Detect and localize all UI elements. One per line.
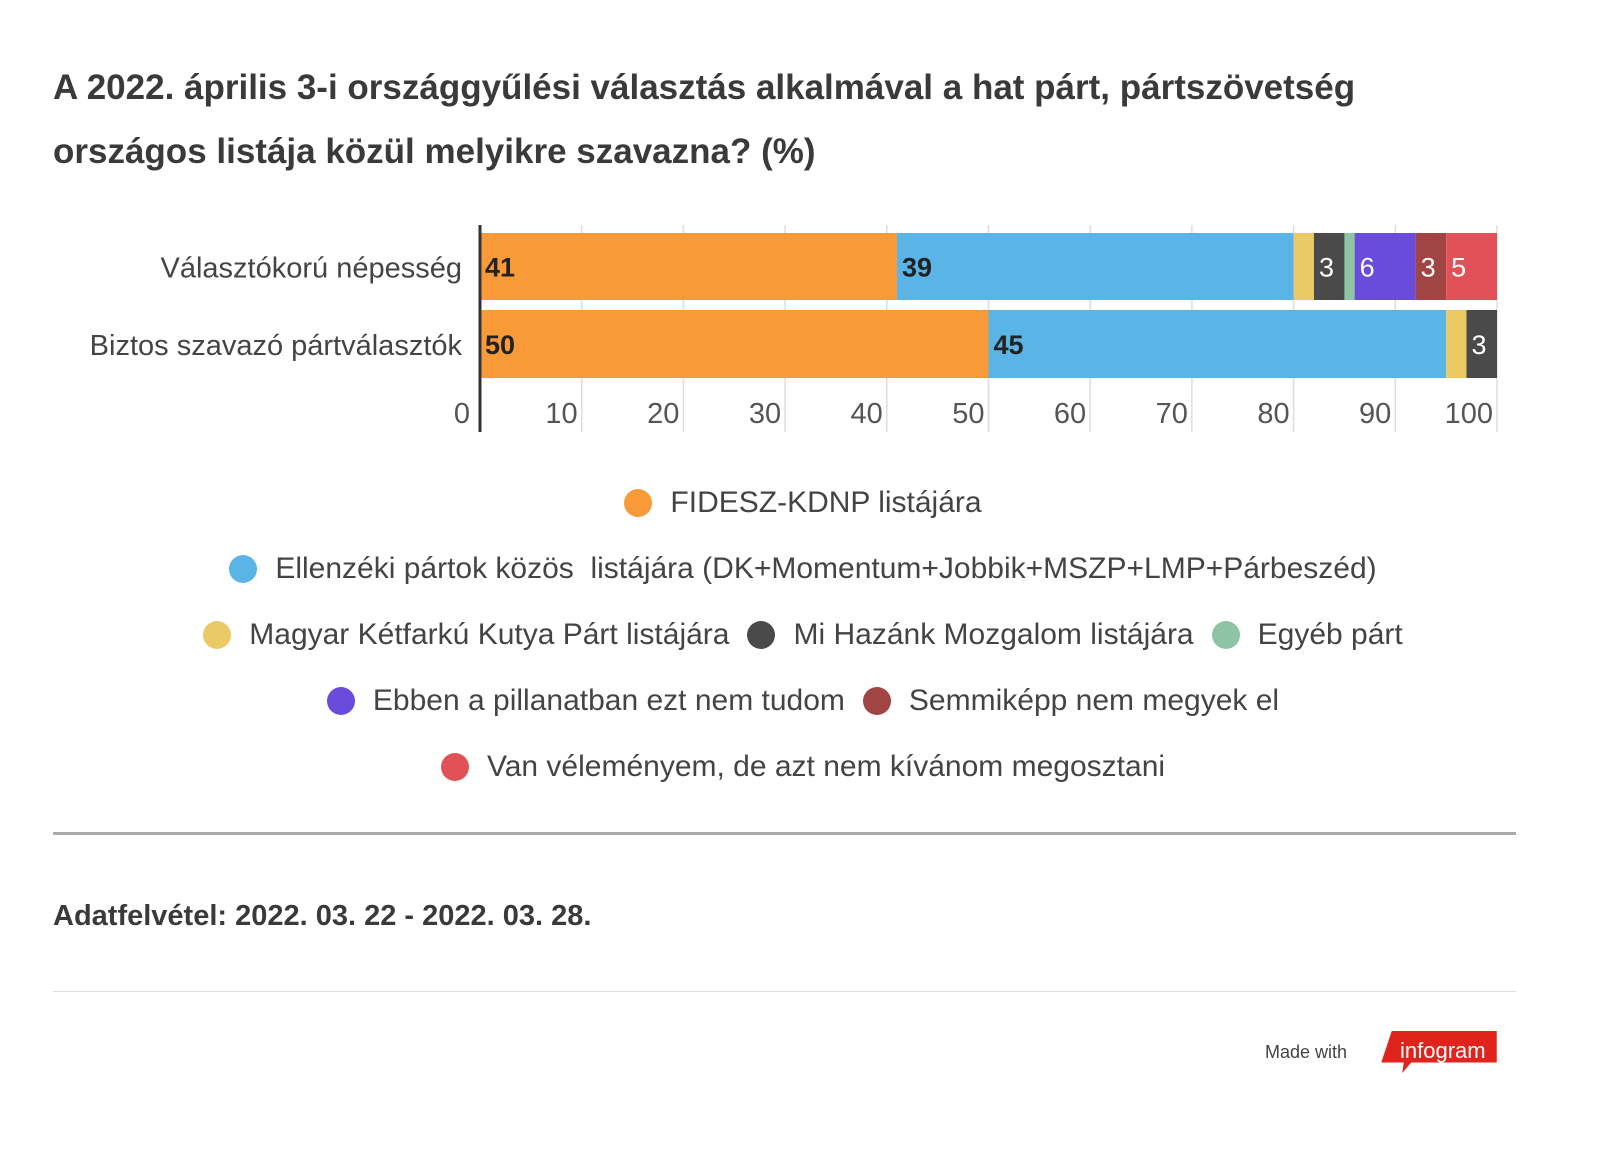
legend-item-wont-vote[interactable]: Semmiképp nem megyek el <box>862 684 1280 718</box>
x-tick-label: 0 <box>454 398 470 430</box>
legend-dot-icon <box>1211 621 1240 649</box>
legend-row: FIDESZ-KDNP listájára <box>53 470 1553 536</box>
data-label: 6 <box>1360 253 1375 283</box>
legend-row: Ellenzéki pártok közös listájára (DK+Mom… <box>53 536 1553 602</box>
legend-dot-icon <box>326 687 355 715</box>
legend-item-mi-hazank[interactable]: Mi Hazánk Mozgalom listájára <box>747 618 1194 652</box>
legend-dot-icon <box>440 753 469 781</box>
legend-dot-icon <box>203 621 232 649</box>
legend: FIDESZ-KDNP listájára Ellenzéki pártok k… <box>53 470 1553 800</box>
legend-item-other[interactable]: Egyéb párt <box>1211 618 1403 652</box>
legend-label: FIDESZ-KDNP listájára <box>670 486 982 519</box>
bar-segment[interactable] <box>1313 233 1345 300</box>
x-tick-label: 30 <box>749 398 781 430</box>
x-tick-label: 40 <box>851 398 883 430</box>
data-label: 45 <box>994 330 1024 360</box>
legend-item-dont-know[interactable]: Ebben a pillanatban ezt nem tudom <box>326 684 845 718</box>
legend-item-fidesz[interactable]: FIDESZ-KDNP listájára <box>624 486 982 520</box>
legend-dot-icon <box>624 489 653 517</box>
legend-row: Ebben a pillanatban ezt nem tudom Semmik… <box>53 668 1553 734</box>
y-category-label: Választókorú népesség <box>161 253 462 285</box>
legend-label: Egyéb párt <box>1257 618 1403 651</box>
legend-item-opposition[interactable]: Ellenzéki pártok közös listájára (DK+Mom… <box>229 552 1377 586</box>
legend-label: Ellenzéki pártok közös listájára (DK+Mom… <box>275 552 1377 585</box>
data-label: 50 <box>485 330 515 360</box>
data-label: 3 <box>1319 253 1334 283</box>
survey-date-note: Adatfelvétel: 2022. 03. 22 - 2022. 03. 2… <box>53 900 592 932</box>
legend-label: Mi Hazánk Mozgalom listájára <box>793 618 1194 651</box>
x-tick-label: 90 <box>1359 398 1391 430</box>
data-label: 3 <box>1471 330 1486 360</box>
legend-label: Semmiképp nem megyek el <box>908 684 1280 717</box>
divider <box>53 832 1516 835</box>
bar-segment[interactable] <box>1344 233 1355 300</box>
y-category-label: Biztos szavazó pártválasztók <box>90 330 463 362</box>
legend-dot-icon <box>229 555 258 583</box>
chart-title: A 2022. április 3-i országgyűlési válasz… <box>53 68 1356 171</box>
x-tick-label: 50 <box>952 398 984 430</box>
x-tick-label: 20 <box>647 398 679 430</box>
data-label: 39 <box>902 253 932 283</box>
bar-segment[interactable] <box>1293 233 1314 300</box>
bar-segment[interactable] <box>896 233 1294 300</box>
bar-segment[interactable] <box>988 310 1447 378</box>
stacked-bar-chart: 0 10 20 30 40 50 60 70 80 90 100 Választókorú népes… <box>90 225 1498 432</box>
bar-segment[interactable] <box>1354 233 1416 300</box>
made-with-label: Made with <box>1265 1042 1348 1062</box>
bar-segment[interactable] <box>1446 233 1497 300</box>
legend-row: Van véleményem, de azt nem kívánom megos… <box>53 734 1553 800</box>
legend-label: Van véleményem, de azt nem kívánom megos… <box>486 750 1166 783</box>
legend-label: Magyar Kétfarkú Kutya Párt listájára <box>249 618 730 651</box>
infogram-logo-icon[interactable] <box>1362 1031 1516 1073</box>
data-label: 41 <box>485 253 515 283</box>
x-tick-label: 100 <box>1445 398 1493 430</box>
infogram-brand[interactable]: infogram <box>1400 1038 1486 1063</box>
legend-dot-icon <box>747 621 776 649</box>
legend-dot-icon <box>862 687 891 715</box>
divider <box>53 991 1516 992</box>
x-tick-label: 10 <box>545 398 577 430</box>
data-label: 5 <box>1451 253 1466 283</box>
legend-label: Ebben a pillanatban ezt nem tudom <box>372 684 845 717</box>
bar-segment[interactable] <box>480 310 989 378</box>
data-label: 3 <box>1421 253 1436 283</box>
x-tick-label: 70 <box>1156 398 1188 430</box>
x-tick-label: 80 <box>1257 398 1289 430</box>
bar-segment[interactable] <box>480 233 897 300</box>
bar-segment[interactable] <box>1415 233 1447 300</box>
legend-item-mkkp[interactable]: Magyar Kétfarkú Kutya Párt listájára <box>203 618 729 652</box>
legend-item-no-answer[interactable]: Van véleményem, de azt nem kívánom megos… <box>440 750 1166 784</box>
bar-segment[interactable] <box>1466 310 1497 378</box>
x-tick-label: 60 <box>1054 398 1086 430</box>
legend-row: Magyar Kétfarkú Kutya Párt listájára Mi … <box>53 602 1553 668</box>
bar-segment[interactable] <box>1446 310 1467 378</box>
